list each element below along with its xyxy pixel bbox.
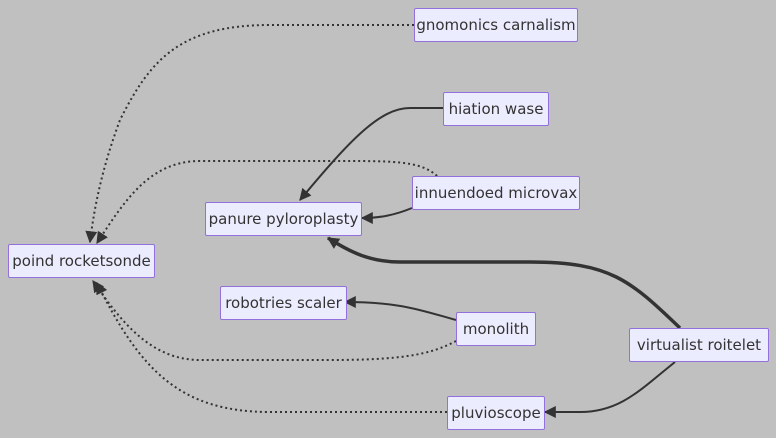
node-poind-rocketsonde[interactable]: poind rocketsonde — [8, 244, 155, 278]
edge-innuendoed-to-panure — [360, 207, 413, 224]
edge-virtualist-to-panure — [326, 236, 682, 330]
node-label: panure pyloroplasty — [208, 209, 359, 228]
node-label: gnomonics carnalism — [416, 15, 576, 34]
node-pluvioscope[interactable]: pluvioscope — [447, 396, 545, 430]
edge-gnomonics-to-poind — [85, 24, 414, 244]
node-label: pluvioscope — [451, 403, 541, 422]
node-robotries-scaler[interactable]: robotries scaler — [220, 286, 347, 320]
node-label: virtualist roitelet — [636, 335, 762, 354]
node-label: hiation wase — [448, 99, 544, 118]
edge-hiation-to-panure — [299, 107, 443, 201]
node-monolith[interactable]: monolith — [456, 312, 536, 346]
node-virtualist-roitelet[interactable]: virtualist roitelet — [629, 328, 769, 362]
node-label: monolith — [462, 319, 530, 338]
edge-monolith-to-robotries — [343, 296, 457, 321]
edge-innuendoed-to-poind — [96, 159, 438, 245]
node-label: poind rocketsonde — [12, 251, 151, 270]
node-gnomonics-carnalism[interactable]: gnomonics carnalism — [414, 8, 578, 42]
edge-monolith-to-poind — [92, 280, 457, 361]
node-panure-pyloroplasty[interactable]: panure pyloroplasty — [205, 202, 362, 236]
edge-virtualist-to-pluvioscope — [543, 361, 676, 418]
node-hiation-wase[interactable]: hiation wase — [443, 92, 549, 126]
node-label: robotries scaler — [225, 293, 342, 312]
node-innuendoed-microvax[interactable]: innuendoed microvax — [412, 176, 580, 210]
node-label: innuendoed microvax — [414, 183, 578, 202]
edge-pluvioscope-to-poind — [96, 281, 447, 413]
